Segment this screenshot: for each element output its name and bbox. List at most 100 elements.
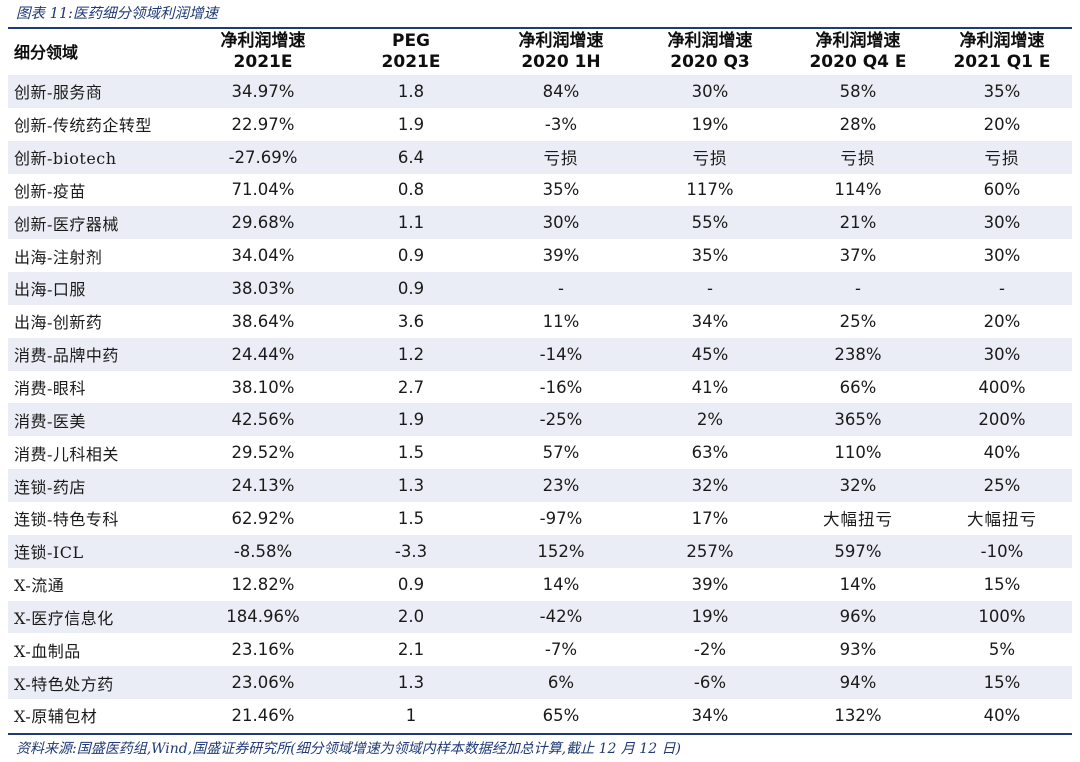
- value-cell: 34%: [636, 304, 784, 338]
- segment-name-cell: 出海-注射剂: [8, 239, 190, 273]
- value-cell: 大幅扭亏: [784, 501, 932, 535]
- value-cell: 35%: [486, 173, 636, 207]
- value-cell: 0.9: [336, 239, 486, 273]
- value-cell: 30%: [932, 337, 1072, 371]
- value-cell: 114%: [784, 173, 932, 207]
- table-top-rule: [8, 27, 1072, 29]
- segment-name-cell: 消费-品牌中药: [8, 337, 190, 371]
- value-cell: 29.52%: [190, 436, 336, 470]
- value-cell: 亏损: [932, 140, 1072, 174]
- value-cell: 亏损: [636, 140, 784, 174]
- value-cell: 19%: [636, 600, 784, 634]
- value-cell: 40%: [932, 436, 1072, 470]
- segment-name-cell: X-血制品: [8, 633, 190, 667]
- segment-name-cell: 创新-服务商: [8, 75, 190, 108]
- value-cell: 15%: [932, 666, 1072, 700]
- source-note: 资料来源:国盛医药组,Wind,国盛证券研究所(细分领域增速为领域内样本数据经加…: [16, 741, 682, 757]
- table-row: X-特色处方药 23.06% 1.3 6% -6% 94% 15%: [8, 666, 1072, 700]
- value-cell: 24.44%: [190, 337, 336, 371]
- value-cell: 1.3: [336, 666, 486, 700]
- segment-name-cell: 消费-眼科: [8, 370, 190, 404]
- column-header-line2: 2021 Q1 E: [953, 52, 1051, 72]
- table-row: 连锁-ICL -8.58% -3.3 152% 257% 597% -10%: [8, 534, 1072, 568]
- value-cell: 23%: [486, 469, 636, 502]
- segment-name-cell: X-特色处方药: [8, 666, 190, 700]
- value-cell: 1.9: [336, 107, 486, 141]
- column-header-line2: 2020 Q3: [670, 52, 750, 72]
- value-cell: 大幅扭亏: [932, 501, 1072, 535]
- column-header-line1: 净利润增速: [220, 31, 306, 51]
- table-row: 出海-口服 38.03% 0.9- - - -: [8, 272, 1072, 305]
- segment-name-cell: X-医疗信息化: [8, 600, 190, 634]
- column-header: 净利润增速 2020 Q4 E: [784, 29, 932, 75]
- header-row: 细分领域 净利润增速 2021E PEG 2021E 净利润增速 2020 1H 净利润增速 2…: [8, 29, 1072, 75]
- value-cell: -3%: [486, 107, 636, 141]
- table-bottom-rule: [8, 733, 1072, 735]
- value-cell: 20%: [932, 304, 1072, 338]
- table-row: X-流通 12.82% 0.9 14% 39% 14% 15%: [8, 567, 1072, 601]
- value-cell: 42.56%: [190, 403, 336, 437]
- value-cell: 1.3: [336, 469, 486, 502]
- value-cell: 37%: [784, 239, 932, 273]
- value-cell: 66%: [784, 370, 932, 404]
- segment-name-cell: 创新-传统药企转型: [8, 107, 190, 141]
- segment-name-cell: 连锁-药店: [8, 469, 190, 502]
- value-cell: 21.46%: [190, 699, 336, 732]
- table-row: 创新-传统药企转型 22.97% 1.9 -3% 19% 28% 20%: [8, 107, 1072, 141]
- value-cell: 34.04%: [190, 239, 336, 273]
- value-cell: 20%: [932, 107, 1072, 141]
- value-cell: -97%: [486, 501, 636, 535]
- value-cell: -6%: [636, 666, 784, 700]
- value-cell: 1.2: [336, 337, 486, 371]
- value-cell: 96%: [784, 600, 932, 634]
- value-cell: 15%: [932, 567, 1072, 601]
- value-cell: 34%: [636, 699, 784, 732]
- segment-name-cell: 出海-创新药: [8, 304, 190, 338]
- segment-name-cell: 创新-疫苗: [8, 173, 190, 207]
- value-cell: 19%: [636, 107, 784, 141]
- value-cell: 57%: [486, 436, 636, 470]
- table-row: X-医疗信息化 184.96% 2.0 -42% 19% 96% 100%: [8, 600, 1072, 634]
- column-header: 净利润增速 2020 Q3: [636, 29, 784, 75]
- value-cell: 0.8: [336, 173, 486, 207]
- segment-name-cell: X-流通: [8, 567, 190, 601]
- column-header-line2: 2021E: [381, 52, 441, 72]
- value-cell: 2.7: [336, 370, 486, 404]
- segment-name-cell: 连锁-ICL: [8, 534, 190, 568]
- value-cell: -7%: [486, 633, 636, 667]
- segment-name-cell: 创新-医疗器械: [8, 206, 190, 240]
- table-body: 创新-服务商 34.97% 1.8 84% 30% 58% 35% 创新-传统药企转型 22.9…: [8, 75, 1072, 732]
- column-header: 净利润增速 2021E: [190, 29, 336, 75]
- value-cell: -: [636, 272, 784, 305]
- column-header-line1: 细分领域: [14, 42, 79, 62]
- segment-name-cell: 连锁-特色专科: [8, 501, 190, 535]
- table-row: X-原辅包材 21.46% 1 65% 34% 132% 40%: [8, 699, 1072, 732]
- table-row: 出海-注射剂 34.04% 0.9 39% 35% 37% 30%: [8, 239, 1072, 273]
- value-cell: 38.03%: [190, 272, 336, 305]
- value-cell: 152%: [486, 534, 636, 568]
- value-cell: 65%: [486, 699, 636, 732]
- segment-name-cell: 消费-儿科相关: [8, 436, 190, 470]
- value-cell: 22.97%: [190, 107, 336, 141]
- column-header: 净利润增速 2021 Q1 E: [932, 29, 1072, 75]
- value-cell: 1.9: [336, 403, 486, 437]
- table-row: 创新-医疗器械 29.68% 1.1 30% 55% 21% 30%: [8, 206, 1072, 240]
- table-row: 创新-服务商 34.97% 1.8 84% 30% 58% 35%: [8, 75, 1072, 108]
- column-header-line1: 净利润增速: [959, 31, 1045, 51]
- value-cell: 21%: [784, 206, 932, 240]
- value-cell: 238%: [784, 337, 932, 371]
- table-row: X-血制品 23.16% 2.1 -7% -2% 93% 5%: [8, 633, 1072, 667]
- column-header-line1: PEG: [391, 31, 431, 51]
- value-cell: -16%: [486, 370, 636, 404]
- table-row: 消费-眼科 38.10% 2.7 -16% 41% 66% 400%: [8, 370, 1072, 404]
- value-cell: -: [784, 272, 932, 305]
- value-cell: -: [486, 272, 636, 305]
- value-cell: 17%: [636, 501, 784, 535]
- figure-caption: 图表 11:医药细分领域利润增速: [16, 6, 218, 22]
- value-cell: 30%: [486, 206, 636, 240]
- value-cell: 25%: [932, 469, 1072, 502]
- value-cell: 12.82%: [190, 567, 336, 601]
- table-row: 消费-品牌中药 24.44% 1.2 -14% 45% 238% 30%: [8, 337, 1072, 371]
- value-cell: 71.04%: [190, 173, 336, 207]
- column-header-line2: 2020 Q4 E: [809, 52, 907, 72]
